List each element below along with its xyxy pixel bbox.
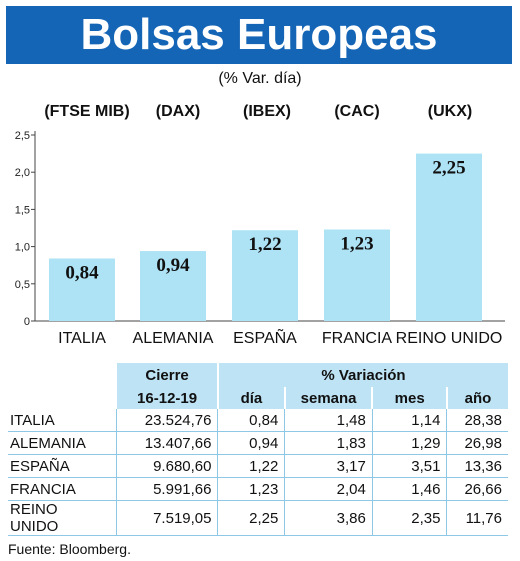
row-week: 3,17 (284, 454, 373, 478)
table-row: ESPAÑA 9.680,60 1,22 3,17 3,51 13,36 (8, 454, 508, 478)
index-label-ukx: (UKX) (427, 103, 473, 120)
y-tick-label: 0 (24, 316, 30, 328)
row-month: 1,29 (371, 431, 447, 455)
bar-value-label: 0,94 (156, 255, 190, 276)
row-month: 2,35 (371, 500, 447, 536)
row-year: 28,38 (446, 409, 508, 432)
row-country: ESPAÑA (8, 454, 117, 478)
row-close: 7.519,05 (115, 500, 218, 536)
y-tick-label: 1,5 (15, 204, 30, 216)
subheader-year: año (445, 387, 508, 409)
row-day: 0,84 (217, 409, 285, 432)
row-month: 3,51 (371, 454, 447, 478)
subheader-week: semana (283, 387, 373, 409)
bar (232, 230, 298, 321)
row-month: 1,46 (371, 477, 447, 501)
x-category-label: ALEMANIA (133, 330, 214, 347)
bar (416, 153, 482, 321)
header-variation: % Variación (216, 363, 508, 387)
subheader-day: día (216, 387, 285, 409)
index-label-ftse-mib: (FTSE MIB) (44, 103, 130, 120)
row-close: 5.991,66 (115, 477, 218, 501)
market-table: Cierre % Variación 16-12-19 día semana m… (8, 363, 508, 536)
row-country: ITALIA (8, 409, 117, 432)
x-category-label: ESPAÑA (233, 327, 297, 347)
row-week: 3,86 (284, 500, 373, 536)
x-category-label: REINO UNIDO (396, 330, 503, 347)
bar-value-label: 2,25 (432, 158, 465, 179)
row-week: 1,83 (284, 431, 373, 455)
index-label-cac: (CAC) (334, 103, 380, 120)
bar (49, 258, 115, 321)
title-banner: Bolsas Europeas (6, 6, 512, 64)
header-close: Cierre (115, 363, 218, 387)
row-day: 2,25 (217, 500, 285, 536)
table-corner-2 (8, 387, 117, 409)
subheader-month: mes (371, 387, 447, 409)
table-corner (8, 363, 117, 387)
y-tick-label: 1,0 (15, 242, 30, 254)
x-category-label: FRANCIA (322, 330, 393, 347)
row-close: 9.680,60 (115, 454, 218, 478)
row-close: 13.407,66 (115, 431, 218, 455)
y-tick-label: 2,5 (15, 130, 30, 142)
bar-value-label: 0,84 (65, 263, 99, 284)
row-year: 26,66 (446, 477, 508, 501)
row-country: REINO UNIDO (8, 500, 117, 536)
source-note: Fuente: Bloomberg. (8, 541, 131, 557)
bar-value-label: 1,22 (248, 234, 281, 255)
row-week: 2,04 (284, 477, 373, 501)
row-day: 1,22 (217, 454, 285, 478)
chart-subtitle: (% Var. día) (218, 70, 302, 87)
row-day: 1,23 (217, 477, 285, 501)
bar-value-label: 1,23 (340, 233, 373, 254)
bar-chart: 0 0,5 1,0 1,5 2,0 2,5 0,84 ITALIA 0,94 ALEMANIA 1,… (15, 130, 505, 347)
subheader-date: 16-12-19 (115, 387, 218, 409)
table-row: FRANCIA 5.991,66 1,23 2,04 1,46 26,66 (8, 477, 508, 501)
index-label-dax: (DAX) (155, 103, 201, 120)
bar (324, 229, 390, 321)
row-close: 23.524,76 (115, 409, 218, 432)
row-day: 0,94 (217, 431, 285, 455)
x-category-label: ITALIA (58, 330, 106, 347)
y-tick-label: 0,5 (15, 279, 30, 291)
row-country: FRANCIA (8, 477, 117, 501)
bar (140, 251, 206, 321)
row-year: 13,36 (446, 454, 508, 478)
y-tick-label: 2,0 (15, 167, 30, 179)
row-month: 1,14 (371, 409, 447, 432)
row-year: 26,98 (446, 431, 508, 455)
table-row: REINO UNIDO 7.519,05 2,25 3,86 2,35 11,7… (8, 500, 508, 536)
row-week: 1,48 (284, 409, 373, 432)
chart-title: Bolsas Europeas (80, 10, 438, 59)
row-country: ALEMANIA (8, 431, 117, 455)
row-year: 11,76 (446, 500, 508, 536)
index-label-ibex: (IBEX) (243, 103, 291, 120)
table-row: ALEMANIA 13.407,66 0,94 1,83 1,29 26,98 (8, 431, 508, 455)
table-row: ITALIA 23.524,76 0,84 1,48 1,14 28,38 (8, 409, 508, 432)
